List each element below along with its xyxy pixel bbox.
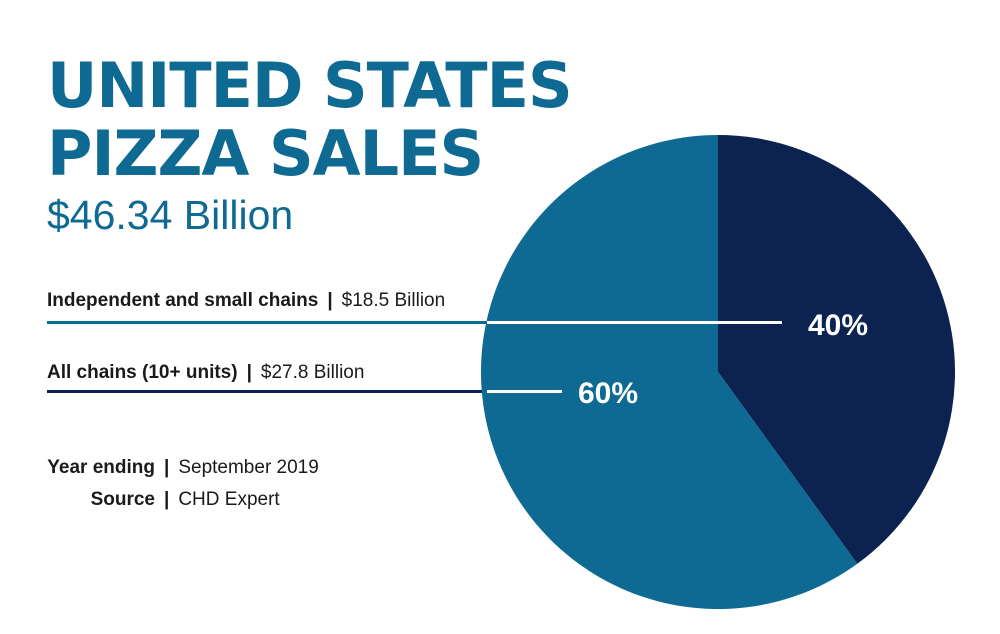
meta-separator: |	[164, 489, 170, 510]
title-line-1: UNITED STATES	[47, 49, 573, 122]
legend-independent-value: $18.5 Billion	[341, 290, 446, 311]
chart-title: UNITED STATES PIZZA SALES	[47, 49, 573, 190]
leader-line-independent	[47, 321, 487, 324]
pie-slice-chains	[480, 135, 858, 610]
year-label: Year ending	[47, 457, 155, 478]
total-sales: $46.34 Billion	[47, 192, 294, 238]
legend-separator: |	[246, 362, 252, 383]
legend-chains: All chains (10+ units) | $27.8 Billion	[47, 362, 364, 384]
year-value: September 2019	[178, 457, 319, 478]
pct-label-independent: 40%	[808, 309, 868, 342]
legend-independent: Independent and small chains | $18.5 Billi…	[47, 290, 445, 312]
meta-source: Source | CHD Expert	[47, 489, 280, 511]
source-value: CHD Expert	[178, 489, 280, 510]
pct-label-chains: 60%	[578, 377, 638, 410]
leader-line-chains	[47, 390, 487, 393]
legend-chains-value: $27.8 Billion	[260, 362, 365, 383]
pie-slice-independent	[718, 135, 955, 564]
title-line-2: PIZZA SALES	[47, 117, 484, 190]
source-label: Source	[90, 489, 155, 510]
meta-separator: |	[164, 457, 170, 478]
meta-year: Year ending | September 2019	[47, 457, 319, 479]
legend-independent-name: Independent and small chains	[47, 290, 319, 311]
legend-separator: |	[327, 290, 333, 311]
legend-chains-name: All chains (10+ units)	[47, 362, 238, 383]
